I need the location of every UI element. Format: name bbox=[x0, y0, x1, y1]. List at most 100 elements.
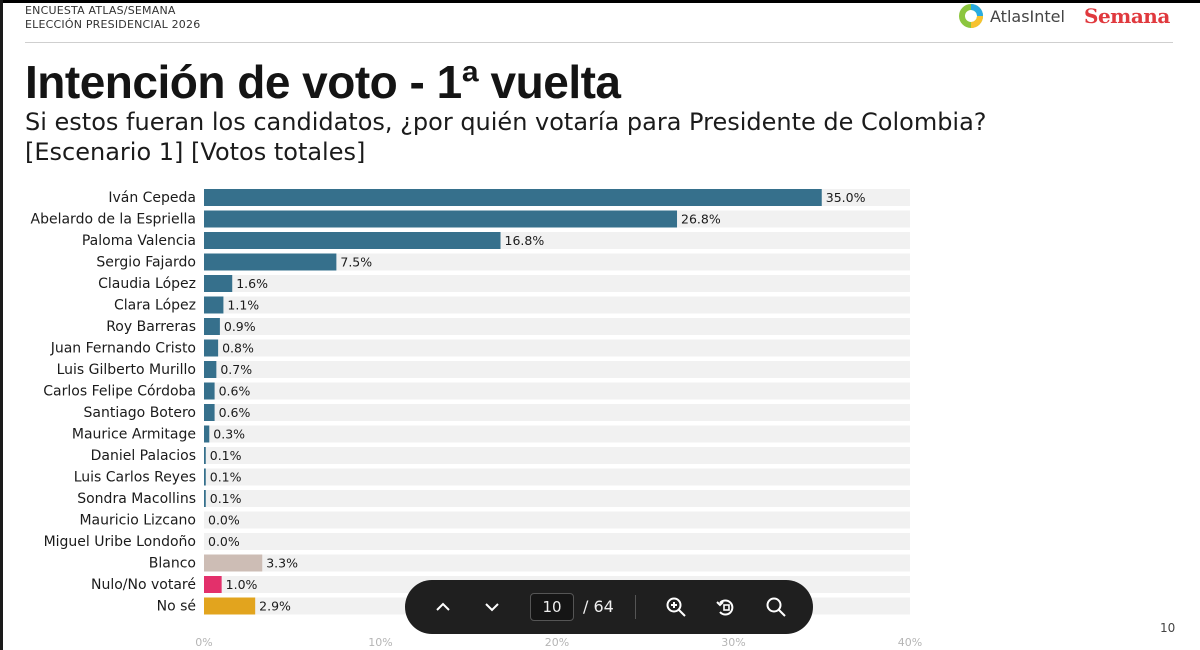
bar-track bbox=[204, 382, 910, 400]
bar bbox=[204, 468, 206, 486]
category-label: Carlos Felipe Córdoba bbox=[43, 384, 196, 400]
survey-subtitle: ELECCIÓN PRESIDENCIAL 2026 bbox=[25, 18, 201, 31]
category-label: Mauricio Lizcano bbox=[79, 513, 196, 529]
category-label: No sé bbox=[157, 599, 196, 615]
vote-intention-bar-chart: Iván Cepeda 35.0% Abelardo de la Espriella… bbox=[31, 189, 922, 649]
search-button[interactable] bbox=[761, 592, 791, 622]
data-label: 2.9% bbox=[259, 599, 291, 614]
bar bbox=[204, 339, 219, 357]
bar bbox=[204, 361, 217, 378]
search-icon bbox=[766, 597, 786, 617]
slide-subtitle-question: Si estos fueran los candidatos, ¿por qui… bbox=[25, 108, 987, 136]
data-label: 0.0% bbox=[208, 534, 240, 549]
bar-track bbox=[204, 318, 910, 335]
category-label: Sondra Macollins bbox=[77, 491, 196, 507]
bar bbox=[204, 275, 233, 292]
bar bbox=[204, 597, 256, 615]
slide-title: Intención de voto - 1ª vuelta bbox=[25, 56, 621, 108]
data-label: 16.8% bbox=[505, 233, 545, 248]
atlasintel-wordmark: AtlasIntel bbox=[990, 6, 1065, 26]
bar bbox=[204, 210, 678, 228]
left-border bbox=[0, 0, 3, 650]
category-label: Luis Gilberto Murillo bbox=[57, 362, 196, 378]
bar-track bbox=[204, 533, 910, 550]
x-tick-label: 0% bbox=[195, 636, 212, 649]
bar bbox=[204, 232, 501, 249]
category-label: Daniel Palacios bbox=[91, 448, 196, 464]
category-label: Santiago Botero bbox=[84, 405, 197, 421]
data-label: 0.6% bbox=[219, 405, 251, 420]
data-label: 1.6% bbox=[236, 276, 268, 291]
data-label: 0.1% bbox=[210, 491, 242, 506]
bar bbox=[204, 576, 222, 593]
previous-page-button[interactable] bbox=[428, 592, 458, 622]
x-tick-label: 20% bbox=[545, 636, 569, 649]
bar-track bbox=[204, 361, 910, 378]
bar bbox=[204, 425, 210, 443]
data-label: 1.0% bbox=[226, 577, 258, 592]
page-number-input[interactable] bbox=[530, 593, 574, 621]
x-tick-label: 10% bbox=[368, 636, 392, 649]
bar bbox=[204, 189, 822, 206]
category-label: Miguel Uribe Londoño bbox=[44, 534, 196, 550]
data-label: 0.6% bbox=[219, 384, 251, 399]
category-label: Abelardo de la Espriella bbox=[31, 212, 196, 228]
data-label: 7.5% bbox=[340, 255, 372, 270]
bar bbox=[204, 382, 215, 400]
category-label: Nulo/No votaré bbox=[91, 577, 196, 593]
bar-track bbox=[204, 468, 910, 486]
data-label: 0.9% bbox=[224, 319, 256, 334]
category-label: Claudia López bbox=[98, 276, 196, 292]
chevron-up-icon bbox=[436, 602, 450, 611]
bar bbox=[204, 447, 206, 464]
data-label: 0.3% bbox=[213, 427, 245, 442]
data-label: 3.3% bbox=[266, 556, 298, 571]
pdf-viewer-toolbar: / 64 bbox=[405, 580, 813, 634]
bar bbox=[204, 554, 263, 572]
category-label: Blanco bbox=[149, 556, 196, 572]
category-label: Roy Barreras bbox=[106, 319, 196, 335]
semana-logo: Semana bbox=[1084, 4, 1170, 28]
category-label: Paloma Valencia bbox=[82, 233, 196, 249]
bar-track bbox=[204, 404, 910, 421]
slide-page-number: 10 bbox=[1160, 621, 1176, 635]
bar-track bbox=[204, 253, 910, 271]
data-label: 35.0% bbox=[826, 190, 866, 205]
rotate-button[interactable] bbox=[711, 592, 741, 622]
category-label: Iván Cepeda bbox=[108, 190, 196, 206]
zoom-in-icon bbox=[666, 597, 686, 617]
category-label: Clara López bbox=[114, 298, 196, 314]
category-label: Luis Carlos Reyes bbox=[74, 470, 196, 486]
chevron-down-icon bbox=[485, 603, 499, 612]
bar-track bbox=[204, 554, 910, 572]
category-label: Maurice Armitage bbox=[72, 427, 196, 443]
category-label: Sergio Fajardo bbox=[96, 255, 196, 271]
category-label: Juan Fernando Cristo bbox=[50, 341, 196, 357]
data-label: 0.1% bbox=[210, 470, 242, 485]
bar bbox=[204, 490, 206, 507]
bar-track bbox=[204, 511, 910, 529]
bar bbox=[204, 296, 224, 314]
next-page-button[interactable] bbox=[477, 592, 507, 622]
data-label: 0.7% bbox=[220, 362, 252, 377]
bar bbox=[204, 318, 220, 335]
bar-track bbox=[204, 490, 910, 507]
bar-track bbox=[204, 275, 910, 292]
top-border bbox=[0, 0, 1200, 3]
x-tick-label: 40% bbox=[898, 636, 922, 649]
toolbar-divider bbox=[635, 595, 636, 619]
data-label: 26.8% bbox=[681, 212, 721, 227]
total-pages-label: / 64 bbox=[583, 597, 614, 616]
atlasintel-logo-icon bbox=[959, 4, 983, 28]
data-label: 0.1% bbox=[210, 448, 242, 463]
bar bbox=[204, 404, 215, 421]
zoom-in-button[interactable] bbox=[661, 592, 691, 622]
bar-track bbox=[204, 296, 910, 314]
bar-track bbox=[204, 447, 910, 464]
survey-name: ENCUESTA ATLAS/SEMANA bbox=[25, 4, 176, 17]
data-label: 0.0% bbox=[208, 513, 240, 528]
slide-subtitle-scenario: [Escenario 1] [Votos totales] bbox=[25, 138, 366, 166]
bar-track bbox=[204, 339, 910, 357]
bar bbox=[204, 253, 337, 271]
data-label: 0.8% bbox=[222, 341, 254, 356]
